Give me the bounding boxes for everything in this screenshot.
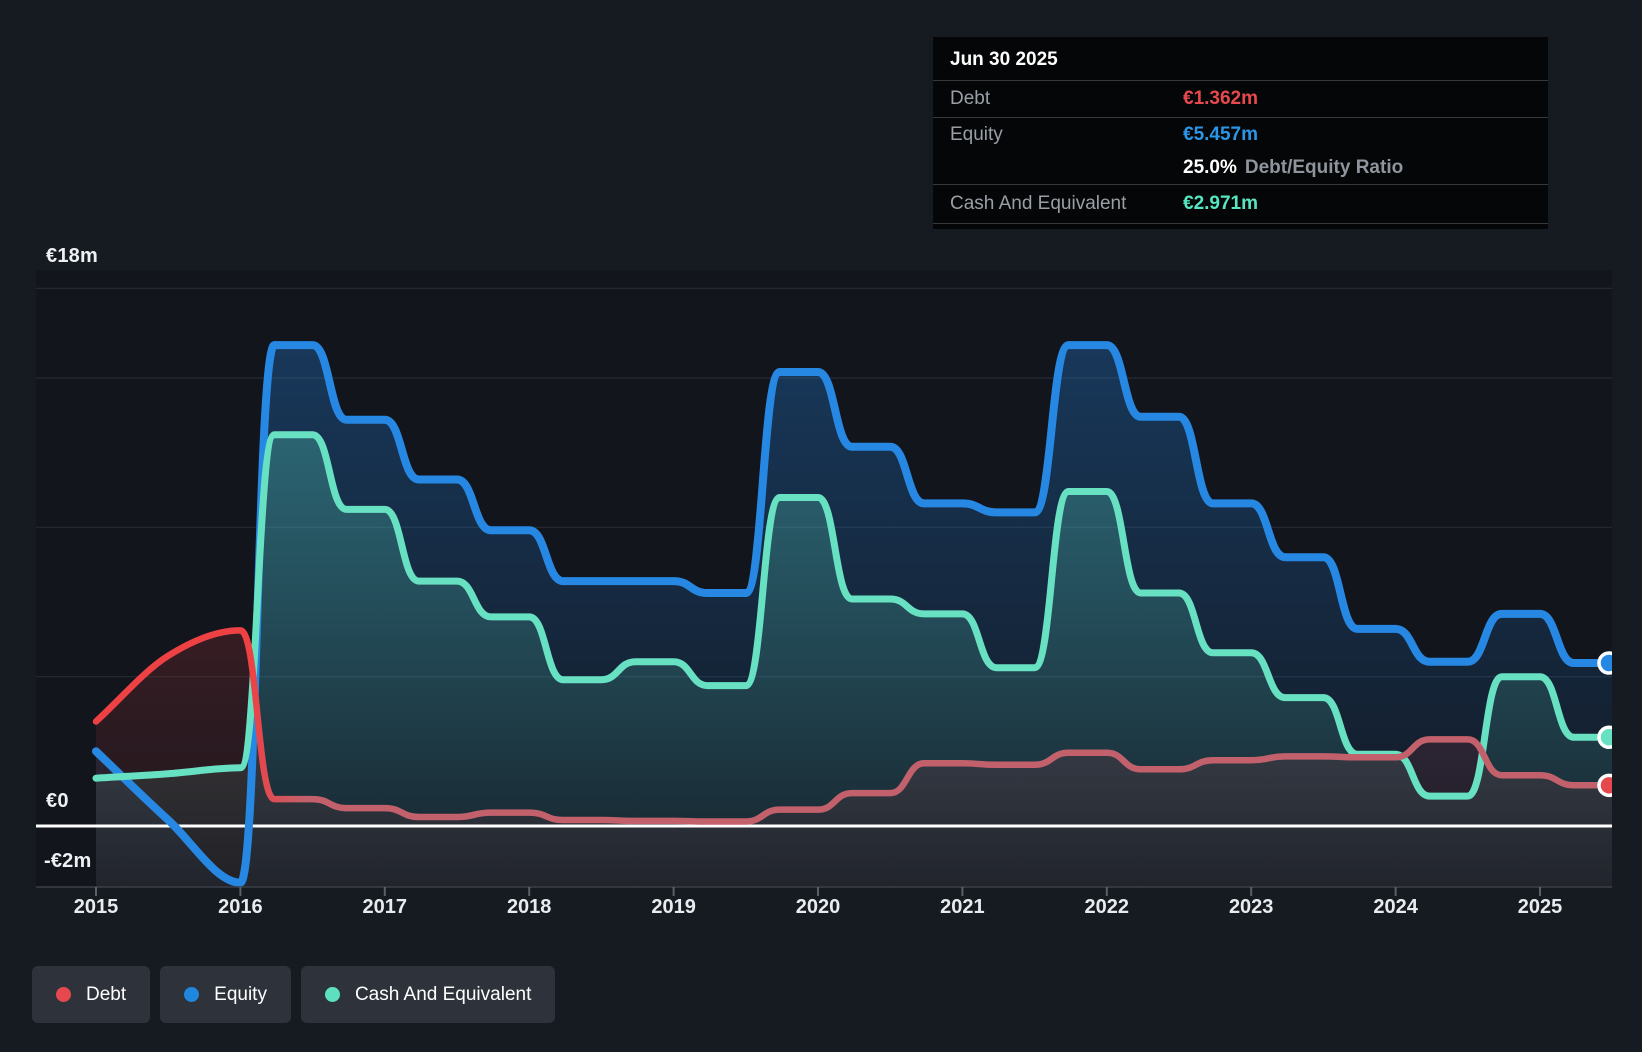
equity-dot-icon: [184, 987, 200, 1002]
y-axis-label-0: €0: [46, 790, 69, 812]
tooltip: Jun 30 2025 Debt €1.362m Equity €5.457m …: [933, 37, 1548, 229]
cash-dot-icon: [324, 987, 340, 1002]
tooltip-row-equity: Equity €5.457m: [933, 118, 1548, 152]
y-axis-label-neg2m: -€2m: [44, 850, 92, 872]
x-axis-label-2020: 2020: [795, 896, 841, 918]
legend-equity-label: Equity: [214, 983, 267, 1005]
x-axis-label-2018: 2018: [506, 896, 552, 918]
y-axis-label-18m: €18m: [46, 245, 98, 267]
tooltip-row-debt: Debt €1.362m: [933, 81, 1548, 118]
x-axis-label-2022: 2022: [1084, 896, 1130, 918]
tooltip-ratio-label: Debt/Equity Ratio: [1244, 157, 1404, 178]
tooltip-cash-value: €2.971m: [1183, 193, 1259, 214]
tooltip-equity-label: Equity: [950, 124, 1003, 145]
tooltip-debt-value: €1.362m: [1183, 88, 1259, 109]
tooltip-cash-label: Cash And Equivalent: [950, 193, 1127, 214]
tooltip-equity-value: €5.457m: [1183, 124, 1259, 145]
debt-area: [96, 630, 1612, 887]
equity-end-dot: [1597, 651, 1612, 675]
legend-item-cash[interactable]: Cash And Equivalent: [300, 966, 556, 1023]
debt-dot-icon: [56, 987, 71, 1002]
legend: Debt Equity Cash And Equivalent: [32, 966, 556, 1023]
cash-and-equivalent-end-dot: [1597, 725, 1612, 750]
legend-item-equity[interactable]: Equity: [160, 966, 291, 1023]
x-axis-label-2015: 2015: [73, 896, 119, 918]
x-axis-label-2023: 2023: [1228, 896, 1274, 918]
cash-and-equivalent-line: [92, 431, 1612, 800]
x-axis-label-2019: 2019: [651, 896, 696, 918]
tooltip-debt-label: Debt: [950, 88, 991, 109]
debt-end-dot: [1597, 773, 1612, 798]
tooltip-row-ratio: 25.0% Debt/Equity Ratio: [933, 152, 1548, 185]
debt-line: [92, 627, 1612, 825]
legend-cash-label: Cash And Equivalent: [354, 983, 532, 1005]
x-axis-label-2025: 2025: [1517, 896, 1563, 918]
x-axis-label-2021: 2021: [940, 896, 985, 918]
x-axis-label-2016: 2016: [218, 896, 263, 918]
x-axis-label-2024: 2024: [1373, 896, 1418, 918]
equity-line: [92, 341, 1612, 887]
legend-debt-label: Debt: [86, 983, 127, 1005]
tooltip-date: Jun 30 2025: [933, 37, 1548, 81]
legend-item-debt[interactable]: Debt: [32, 966, 151, 1023]
tooltip-row-cash: Cash And Equivalent €2.971m: [933, 185, 1548, 224]
x-axis-label-2017: 2017: [362, 896, 408, 918]
tooltip-ratio-value: 25.0%: [1183, 157, 1237, 178]
